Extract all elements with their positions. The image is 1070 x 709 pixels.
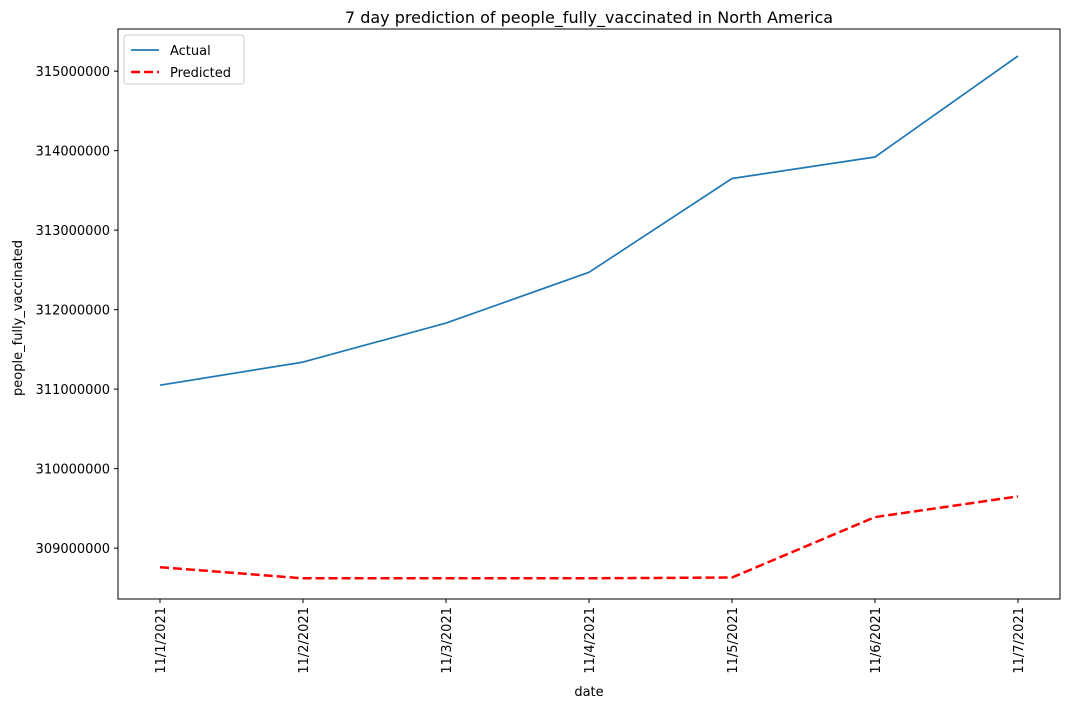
legend: Actual Predicted (123, 34, 245, 85)
x-axis-ticks: 11/1/2021 11/2/2021 11/3/2021 11/4/2021 11/5… (154, 599, 1027, 674)
x-tick-label: 11/6/2021 (869, 607, 884, 674)
y-tick-label: 311000000 (36, 383, 110, 398)
legend-label-predicted: Predicted (170, 66, 231, 81)
y-axis-ticks: 309000000 310000000 311000000 312000000 3130… (36, 65, 118, 557)
y-tick-label: 312000000 (36, 304, 110, 319)
x-tick-label: 11/7/2021 (1012, 607, 1027, 674)
legend-frame (123, 34, 245, 85)
series-line-actual (159, 55, 1019, 387)
y-tick-label: 314000000 (36, 145, 110, 160)
legend-label-actual: Actual (170, 44, 211, 59)
y-tick-label: 309000000 (36, 542, 110, 557)
x-tick-label: 11/3/2021 (440, 607, 455, 674)
y-tick-label: 313000000 (36, 224, 110, 239)
x-tick-label: 11/4/2021 (583, 607, 598, 674)
y-tick-label: 310000000 (36, 463, 110, 478)
x-axis-label: date (574, 685, 603, 700)
x-tick-label: 11/1/2021 (154, 607, 169, 674)
x-tick-label: 11/5/2021 (726, 607, 741, 674)
series-line-predicted (159, 495, 1019, 580)
chart-title: 7 day prediction of people_fully_vaccina… (345, 8, 833, 28)
plot-area (117, 28, 1061, 600)
y-axis-label: people_fully_vaccinated (11, 240, 26, 396)
series-layer (159, 55, 1019, 580)
x-tick-label: 11/2/2021 (297, 607, 312, 674)
y-tick-label: 315000000 (36, 65, 110, 80)
